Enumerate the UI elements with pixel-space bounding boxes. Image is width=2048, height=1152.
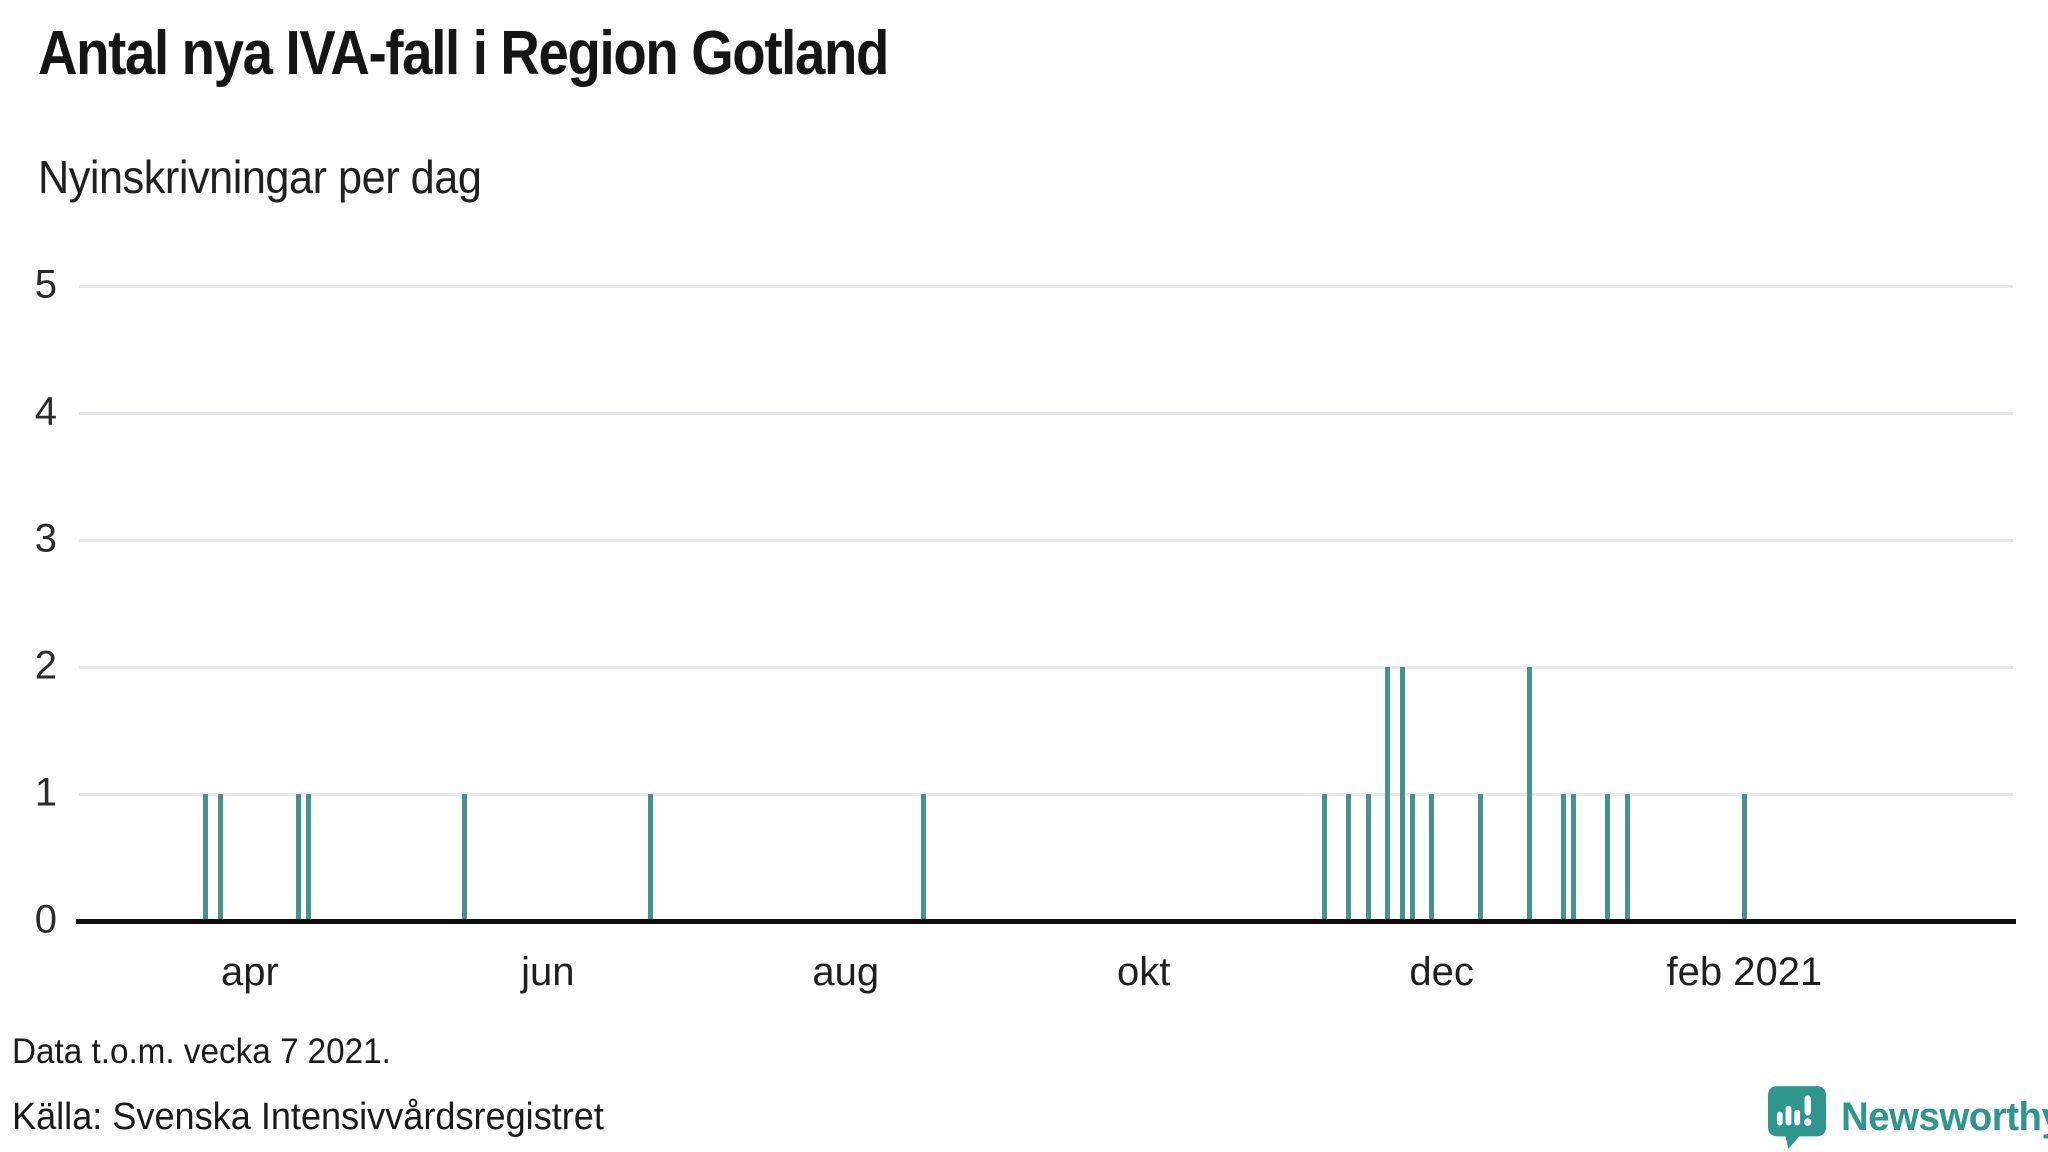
- gridline-y5: [79, 285, 2013, 288]
- x-axis-tick-label: aug: [812, 950, 880, 994]
- bar: [1624, 794, 1630, 921]
- bar: [921, 794, 927, 921]
- page-subtitle: Nyinskrivningar per dag: [38, 151, 482, 203]
- bar: [1409, 794, 1415, 921]
- bar: [306, 794, 312, 921]
- bar: [1527, 667, 1532, 921]
- source-note: Källa: Svenska Intensivvårdsregistret: [12, 1096, 604, 1138]
- x-axis-tick-label: dec: [1409, 950, 1474, 994]
- bar: [203, 794, 209, 921]
- data-coverage-note: Data t.o.m. vecka 7 2021.: [12, 1032, 391, 1071]
- y-axis-tick-label: 5: [34, 262, 57, 307]
- bar: [296, 794, 302, 921]
- bar: [647, 794, 653, 921]
- gridline-y4: [79, 412, 2013, 415]
- bar: [462, 794, 468, 921]
- y-axis-tick-label: 0: [34, 897, 57, 942]
- gridline-y3: [79, 539, 2013, 542]
- bar: [1741, 794, 1747, 921]
- y-axis-tick-label: 1: [34, 770, 57, 815]
- x-axis-line: [76, 919, 2016, 924]
- y-axis-tick-label: 2: [34, 643, 57, 688]
- bar: [1400, 667, 1406, 921]
- y-axis-tick-label: 4: [34, 389, 57, 434]
- newsworthy-wordmark: Newsworthy: [1841, 1095, 2048, 1139]
- newsworthy-logo: Newsworthy: [1768, 1086, 2048, 1149]
- gridline-y1: [79, 793, 2013, 796]
- x-axis-tick-label: feb 2021: [1666, 950, 1823, 994]
- gridline-y2: [79, 666, 2013, 669]
- newsworthy-chart-bubble-icon: [1768, 1086, 1826, 1149]
- bar: [218, 794, 224, 921]
- bar: [1561, 794, 1567, 921]
- x-axis-tick-label: okt: [1116, 950, 1171, 994]
- bar: [1605, 794, 1611, 921]
- bar: [1478, 794, 1484, 921]
- bar: [1321, 794, 1327, 921]
- y-axis-tick-label: 3: [34, 516, 57, 561]
- bar: [1429, 794, 1435, 921]
- bar: [1365, 794, 1371, 921]
- page-title: Antal nya IVA-fall i Region Gotland: [38, 19, 889, 88]
- x-axis-tick-label: jun: [521, 950, 575, 994]
- bar: [1385, 667, 1391, 921]
- bar: [1570, 794, 1576, 921]
- x-axis-tick-label: apr: [221, 950, 279, 994]
- bar: [1346, 794, 1352, 921]
